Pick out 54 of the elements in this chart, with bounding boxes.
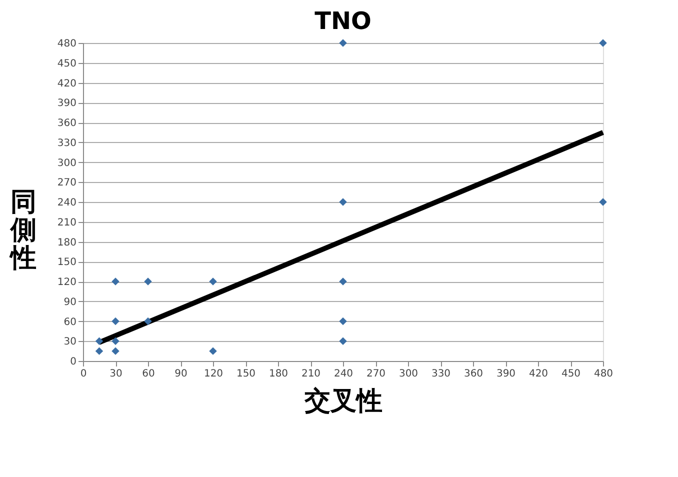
- x-axis-title: 交叉性: [304, 386, 382, 416]
- point: [339, 337, 347, 345]
- y-tick-label: 90: [64, 296, 76, 308]
- y-tick-label: 210: [57, 217, 76, 228]
- point: [339, 278, 347, 286]
- x-tick-label: 270: [366, 368, 386, 380]
- point: [339, 39, 347, 47]
- point: [339, 317, 347, 326]
- point: [209, 347, 217, 355]
- point: [112, 278, 120, 286]
- x-tick-label: 330: [431, 368, 451, 380]
- x-tick-label: 420: [528, 368, 548, 380]
- x-tick-label: 480: [594, 368, 614, 380]
- y-tick-label: 480: [57, 38, 76, 50]
- y-tick-label: 270: [57, 178, 76, 189]
- y-tick-label: 240: [57, 198, 76, 208]
- y-tick-label: 420: [57, 78, 76, 90]
- y-axis-title: 同側性: [8, 188, 36, 274]
- x-tick-label: 30: [110, 368, 122, 380]
- point: [339, 198, 347, 206]
- y-tick-label: 30: [64, 336, 76, 348]
- y-tick-label: 60: [64, 316, 76, 328]
- x-tick-label: 90: [174, 368, 188, 380]
- y-tick-label: 390: [57, 98, 76, 110]
- point: [209, 278, 217, 286]
- point: [112, 347, 120, 355]
- point: [599, 39, 607, 47]
- y-tick-label: 360: [57, 118, 76, 129]
- y-tick-label: 120: [57, 277, 76, 288]
- y-tick-label: 330: [57, 138, 76, 149]
- y-tick-label: 300: [57, 158, 76, 169]
- y-tick-label: 450: [57, 58, 76, 70]
- point: [144, 317, 152, 326]
- chart-title: TNO: [314, 7, 372, 35]
- x-tick-label: 300: [398, 368, 418, 380]
- x-tick-label: 210: [301, 368, 321, 380]
- x-tick-label: 150: [236, 368, 256, 380]
- x-tick-label: 120: [204, 368, 224, 380]
- x-tick-label: 60: [142, 368, 155, 380]
- point: [112, 317, 120, 326]
- point: [95, 337, 104, 345]
- point: [95, 347, 104, 355]
- y-tick-label: 180: [57, 237, 76, 248]
- x-tick-label: 450: [561, 368, 581, 380]
- x-tick-label: 390: [496, 368, 516, 380]
- x-tick-label: 240: [334, 368, 354, 380]
- point: [112, 337, 120, 345]
- y-tick-label: 150: [57, 257, 76, 268]
- x-tick-label: 180: [268, 368, 288, 380]
- x-tick-label: 0: [80, 368, 87, 380]
- point: [599, 198, 607, 206]
- x-tick-label: 360: [464, 368, 484, 380]
- y-tick-label: 0: [70, 356, 76, 368]
- point: [144, 278, 152, 286]
